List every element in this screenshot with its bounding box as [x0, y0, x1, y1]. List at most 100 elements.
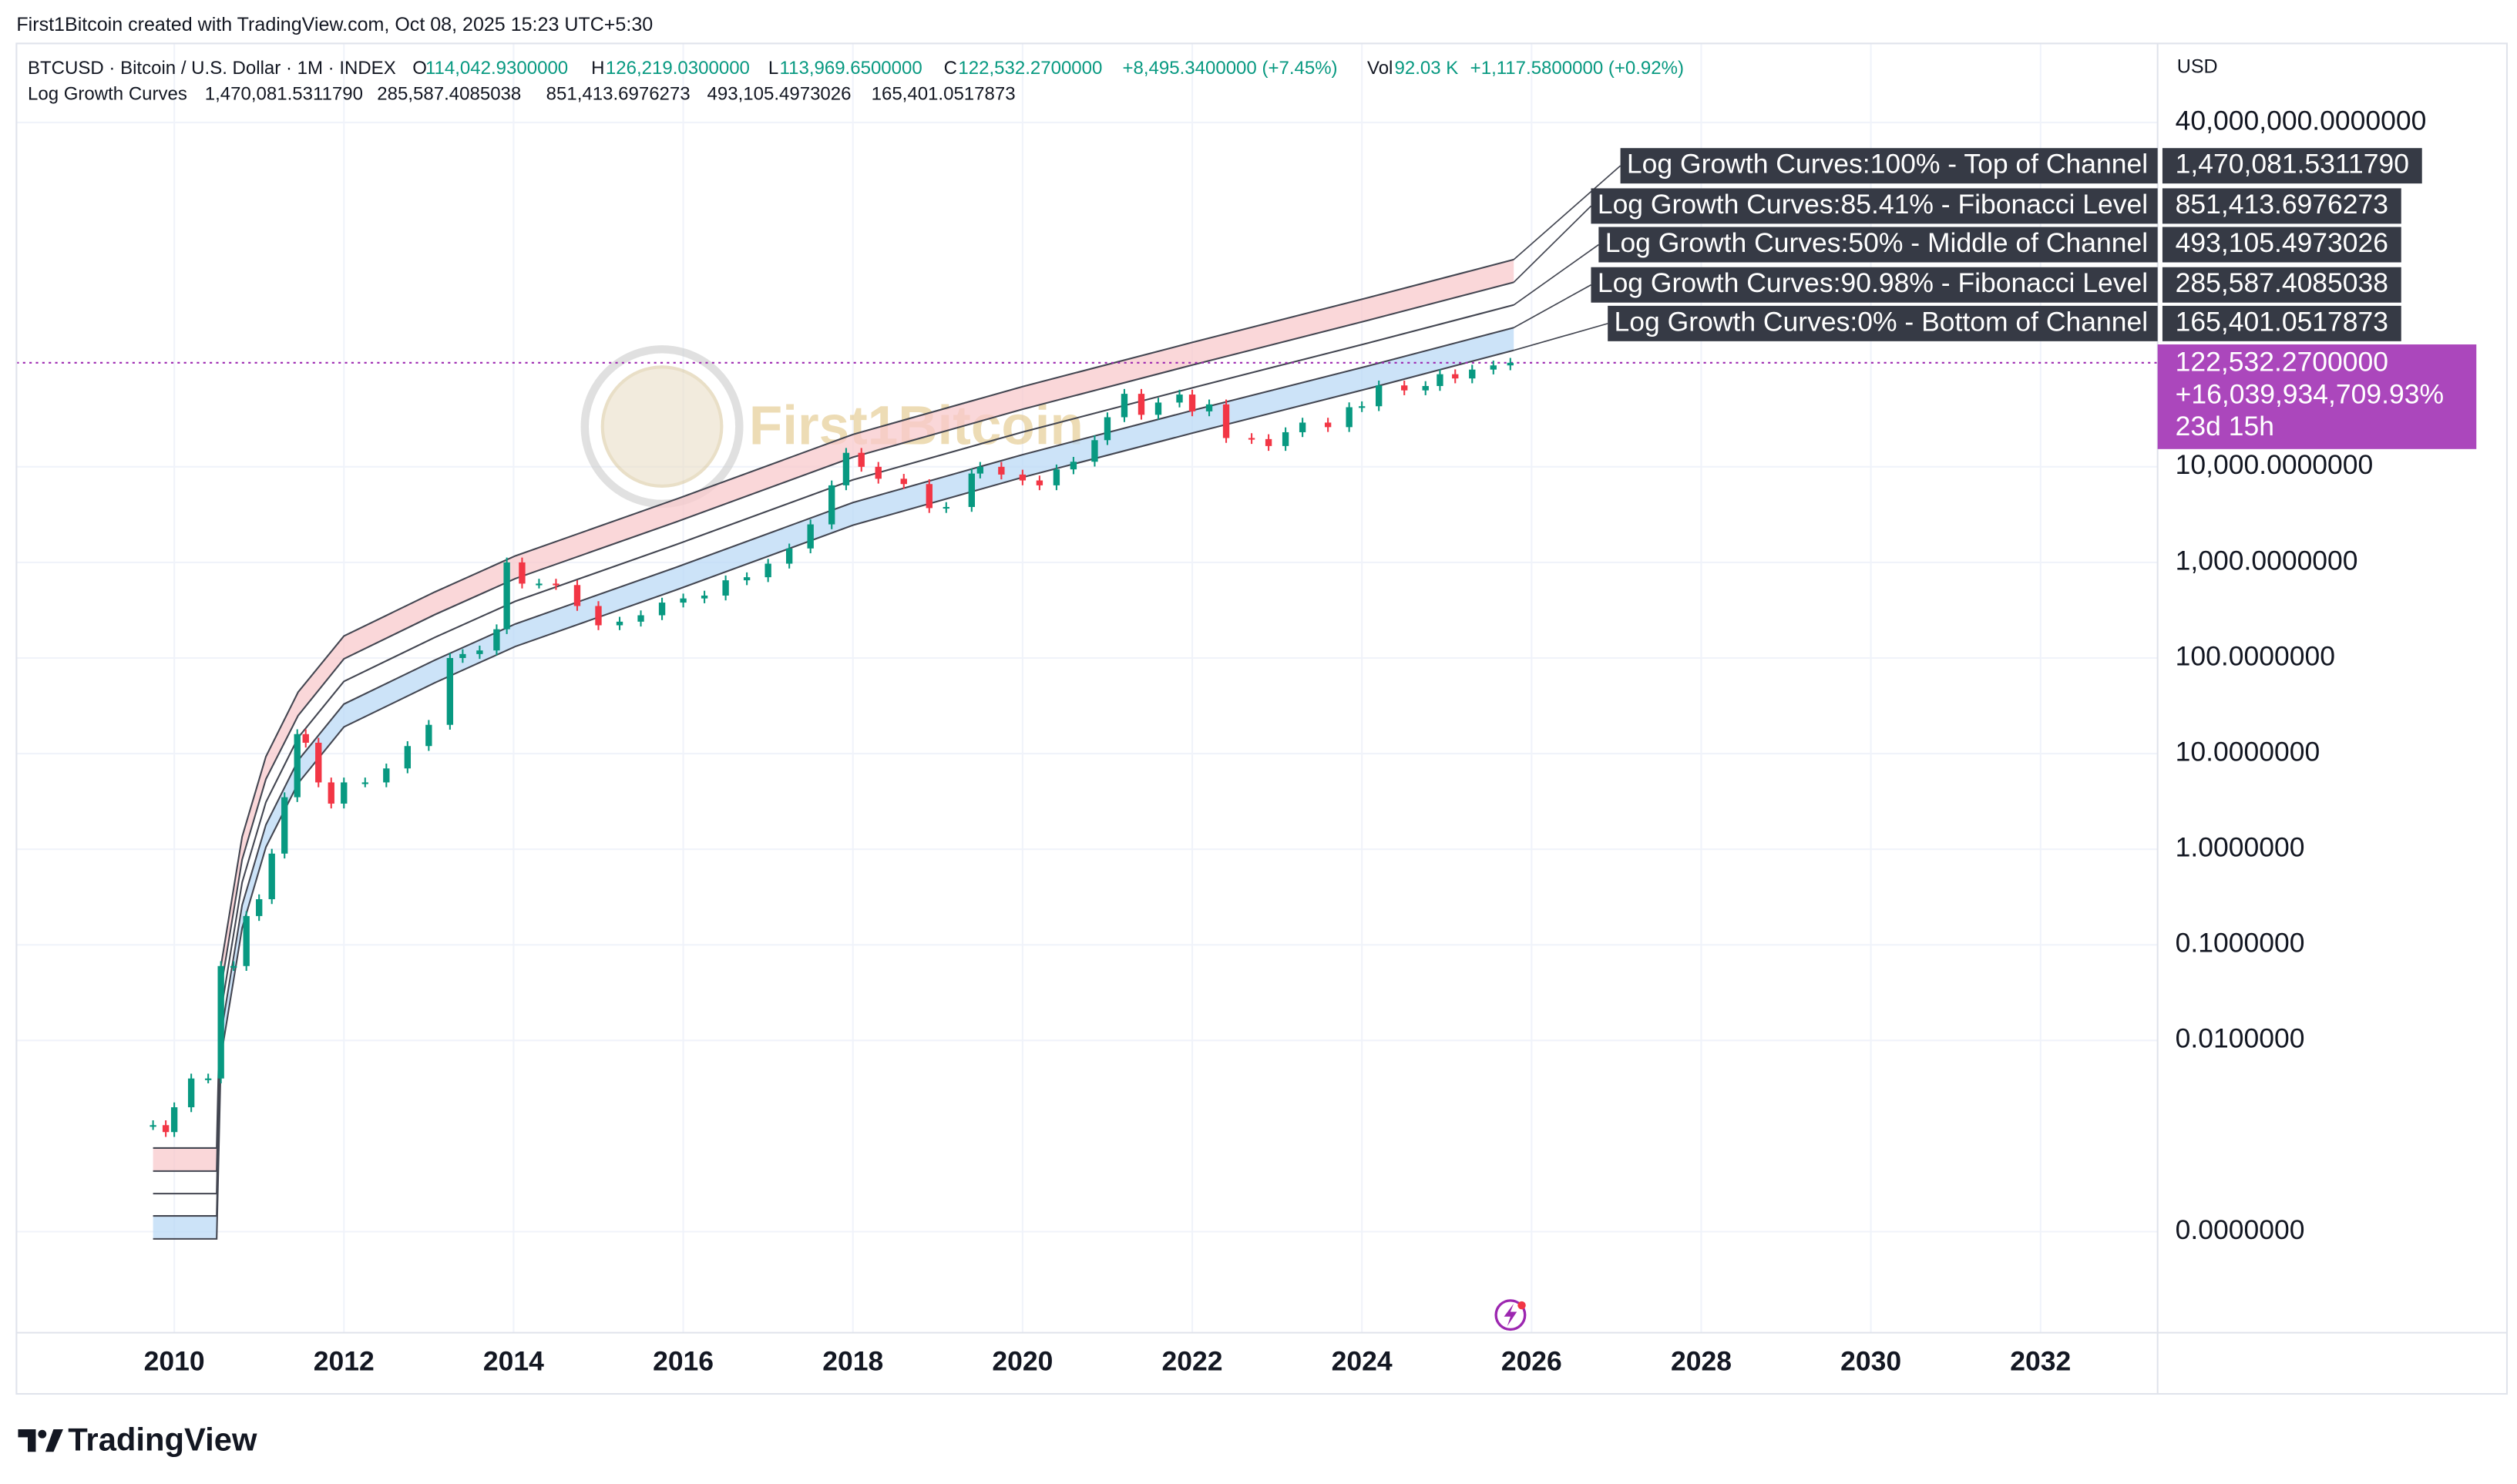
value-label: 851,413.6976273	[2176, 189, 2388, 220]
candle	[1346, 407, 1353, 428]
value-box	[2162, 188, 2401, 224]
candle	[1401, 385, 1408, 391]
candle	[281, 797, 288, 854]
ohlc-value: 113,969.6500000	[780, 58, 922, 79]
y-tick-label: 10,000.0000000	[2176, 449, 2374, 480]
candle	[294, 734, 301, 797]
candle	[680, 598, 687, 603]
ohlc-label: L	[768, 58, 778, 79]
indicator-value: 1,470,081.5311790	[205, 84, 363, 105]
candle	[1176, 395, 1183, 403]
change: +8,495.3400000 (+7.45%)	[1122, 58, 1337, 79]
candle	[404, 746, 412, 769]
candle	[1205, 404, 1213, 411]
candle	[1248, 438, 1255, 440]
candle	[230, 965, 237, 968]
event-dot	[1517, 1301, 1526, 1310]
candle	[170, 1107, 178, 1133]
y-tick-label: 40,000,000.0000000	[2176, 105, 2427, 136]
brand-logo: TradingView	[18, 1422, 257, 1458]
candle	[1437, 374, 1443, 386]
candle	[658, 603, 666, 616]
candle	[842, 452, 850, 485]
candle	[217, 965, 224, 1079]
candle	[536, 583, 543, 586]
indicator-value: 165,401.0517873	[872, 84, 1016, 105]
x-tick-label: 2030	[1840, 1346, 1901, 1377]
candle	[425, 724, 432, 747]
candle	[446, 658, 454, 725]
event-ring	[1494, 1299, 1527, 1331]
value-label: 493,105.4973026	[2176, 227, 2388, 258]
candle	[302, 734, 309, 743]
candle	[268, 853, 275, 900]
candle	[1091, 440, 1098, 462]
candle	[1299, 422, 1306, 432]
plot	[16, 165, 2158, 1240]
candle	[1036, 480, 1043, 485]
candle	[1469, 369, 1476, 379]
ohlc-value: 114,042.9300000	[425, 58, 568, 79]
label-box	[1598, 227, 2158, 263]
symbol: BTCUSD · Bitcoin / U.S. Dollar · 1M · IN…	[28, 58, 396, 79]
series-label: Log Growth Curves:0% - Bottom of Channel	[1615, 306, 2149, 337]
candle	[553, 583, 560, 586]
candle	[315, 742, 322, 783]
candle	[1422, 385, 1429, 391]
candle	[1324, 422, 1332, 428]
price-change: +16,039,934,709.93%	[2176, 378, 2444, 409]
candle	[900, 478, 907, 485]
candle	[595, 606, 602, 626]
candle	[1070, 462, 1077, 470]
currency: USD	[2177, 55, 2218, 77]
candle	[785, 548, 793, 564]
ohlc-value: 126,219.0300000	[606, 58, 750, 79]
x-tick-label: 2022	[1162, 1346, 1223, 1377]
curve-extension	[1513, 284, 1591, 328]
candle	[243, 915, 250, 966]
value-box	[2162, 227, 2401, 263]
ohlc-label: O	[412, 58, 427, 79]
ohlc-label: H	[591, 58, 604, 79]
x-tick-label: 2014	[483, 1346, 544, 1377]
candle	[328, 782, 334, 804]
series-label: Log Growth Curves:90.98% - Fibonacci Lev…	[1598, 267, 2148, 298]
curve-extension	[1513, 205, 1592, 283]
candle	[828, 485, 835, 525]
candle	[1452, 374, 1459, 379]
label-box	[1608, 305, 2158, 341]
ohlc-value: 122,532.2700000	[958, 58, 1102, 79]
labels: Log Growth Curves:100% - Top of Channel 1…	[1591, 148, 2477, 449]
growth-curve	[153, 258, 1514, 1149]
growth-curve	[153, 327, 1514, 1217]
label-box	[1591, 267, 2158, 303]
x-tick-label: 2012	[314, 1346, 375, 1377]
candle	[765, 563, 771, 578]
y-tick-label: 10.0000000	[2176, 736, 2320, 767]
candle	[1053, 469, 1060, 485]
candle	[503, 562, 510, 630]
candle	[150, 1125, 156, 1127]
credit: First1Bitcoin created with TradingView.c…	[16, 14, 653, 35]
vol-label: Vol	[1367, 58, 1393, 79]
curve-extension	[1513, 165, 1621, 260]
logo-mark	[18, 1429, 36, 1452]
candle	[943, 506, 949, 509]
y-tick-label: 1,000.0000000	[2176, 545, 2358, 576]
value-label: 1,470,081.5311790	[2176, 149, 2409, 180]
value-box	[2162, 267, 2401, 303]
candle	[1104, 417, 1111, 441]
candle	[807, 524, 814, 549]
volume: 92.03 K	[1395, 58, 1459, 79]
candle	[519, 562, 526, 584]
vol-change: +1,117.5800000 (+0.92%)	[1470, 58, 1684, 79]
candle	[858, 452, 865, 467]
candle	[998, 466, 1005, 475]
frame	[15, 42, 2509, 1395]
candle	[722, 580, 729, 596]
candle	[1265, 438, 1272, 446]
growth-curve	[153, 304, 1514, 1195]
value-box	[2162, 305, 2401, 341]
candle	[204, 1078, 212, 1080]
y-tick-label: 100.0000000	[2176, 640, 2335, 671]
